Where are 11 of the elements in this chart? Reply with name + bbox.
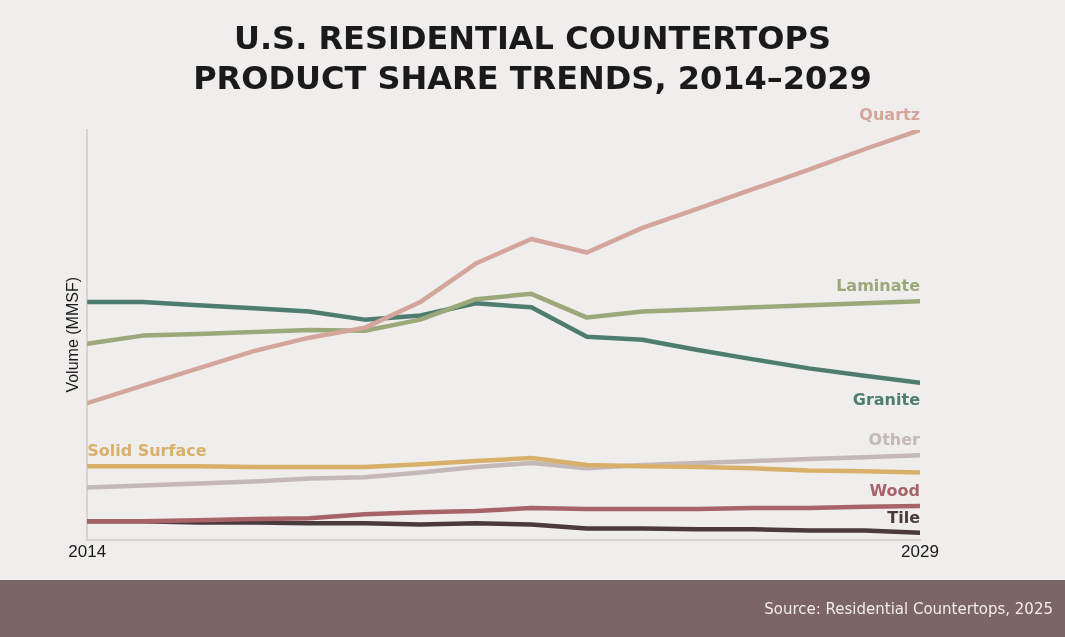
x-tick-label: 2029 (901, 542, 939, 562)
source-note: Source: Residential Countertops, 2025 (764, 600, 1053, 618)
series-label: Quartz (859, 105, 920, 125)
series-label: Solid Surface (87, 441, 207, 461)
y-axis-title: Volume (MMSF) (64, 277, 82, 393)
series-label: Wood (869, 481, 920, 501)
x-tick-label: 2014 (68, 542, 107, 562)
chart-title: U.S. RESIDENTIAL COUNTERTOPS PRODUCT SHARE TRENDS, 2014–2029 (192, 18, 873, 98)
series-label: Tile (887, 507, 921, 527)
series-label: Laminate (836, 276, 921, 296)
series-label: Granite (852, 389, 921, 409)
